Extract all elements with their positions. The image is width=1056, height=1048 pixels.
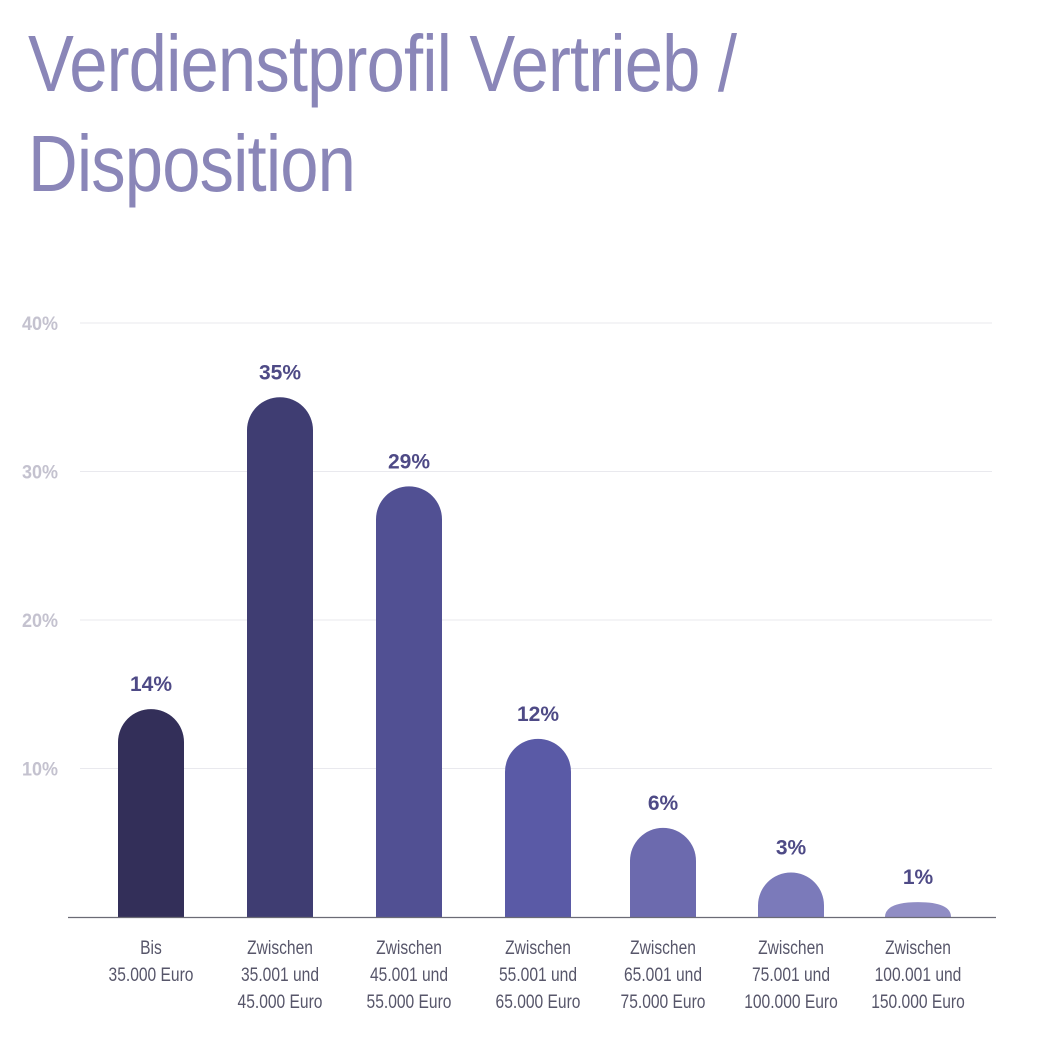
x-tick-label: 35.000 Euro: [109, 965, 194, 986]
x-tick-label: 100.000 Euro: [744, 992, 838, 1013]
x-tick-label: 35.001 und: [241, 965, 319, 986]
x-tick-label: 55.000 Euro: [367, 992, 452, 1013]
data-label: 6%: [648, 792, 679, 815]
x-tick-label: 45.000 Euro: [238, 992, 323, 1013]
data-label: 1%: [903, 866, 934, 889]
x-tick-label: Zwischen: [505, 938, 571, 959]
y-tick-label: 20%: [22, 611, 58, 632]
x-tick-label: Zwischen: [247, 938, 313, 959]
data-label: 14%: [130, 673, 172, 696]
y-tick-label: 30%: [22, 463, 58, 484]
x-tick-label: 55.001 und: [499, 965, 577, 986]
data-label: 3%: [776, 836, 807, 859]
data-label: 29%: [388, 450, 430, 473]
bar: [630, 827, 696, 917]
x-tick-label: 75.001 und: [752, 965, 830, 986]
chart-title: Verdienstprofil Vertrieb / Disposition: [28, 19, 737, 208]
bar: [885, 902, 951, 917]
data-label: 35%: [259, 361, 301, 384]
bar: [758, 872, 824, 917]
x-tick-label: Zwischen: [376, 938, 442, 959]
x-tick-label: 65.000 Euro: [496, 992, 581, 1013]
y-tick-label: 10%: [22, 760, 58, 781]
x-tick-label: Zwischen: [630, 938, 696, 959]
bar: [118, 709, 184, 917]
x-tick-label: 100.001 und: [875, 965, 962, 986]
x-tick-label: Bis: [140, 938, 162, 959]
x-tick-label: Zwischen: [885, 938, 951, 959]
data-label: 12%: [517, 703, 559, 726]
x-tick-label: 65.001 und: [624, 965, 702, 986]
x-tick-label: Zwischen: [758, 938, 824, 959]
bar: [505, 738, 571, 917]
bar: [376, 486, 442, 917]
bar: [247, 397, 313, 917]
x-tick-label: 150.000 Euro: [871, 992, 965, 1013]
x-tick-label: 75.000 Euro: [621, 992, 706, 1013]
x-tick-label: 45.001 und: [370, 965, 448, 986]
y-tick-label: 40%: [22, 314, 58, 335]
